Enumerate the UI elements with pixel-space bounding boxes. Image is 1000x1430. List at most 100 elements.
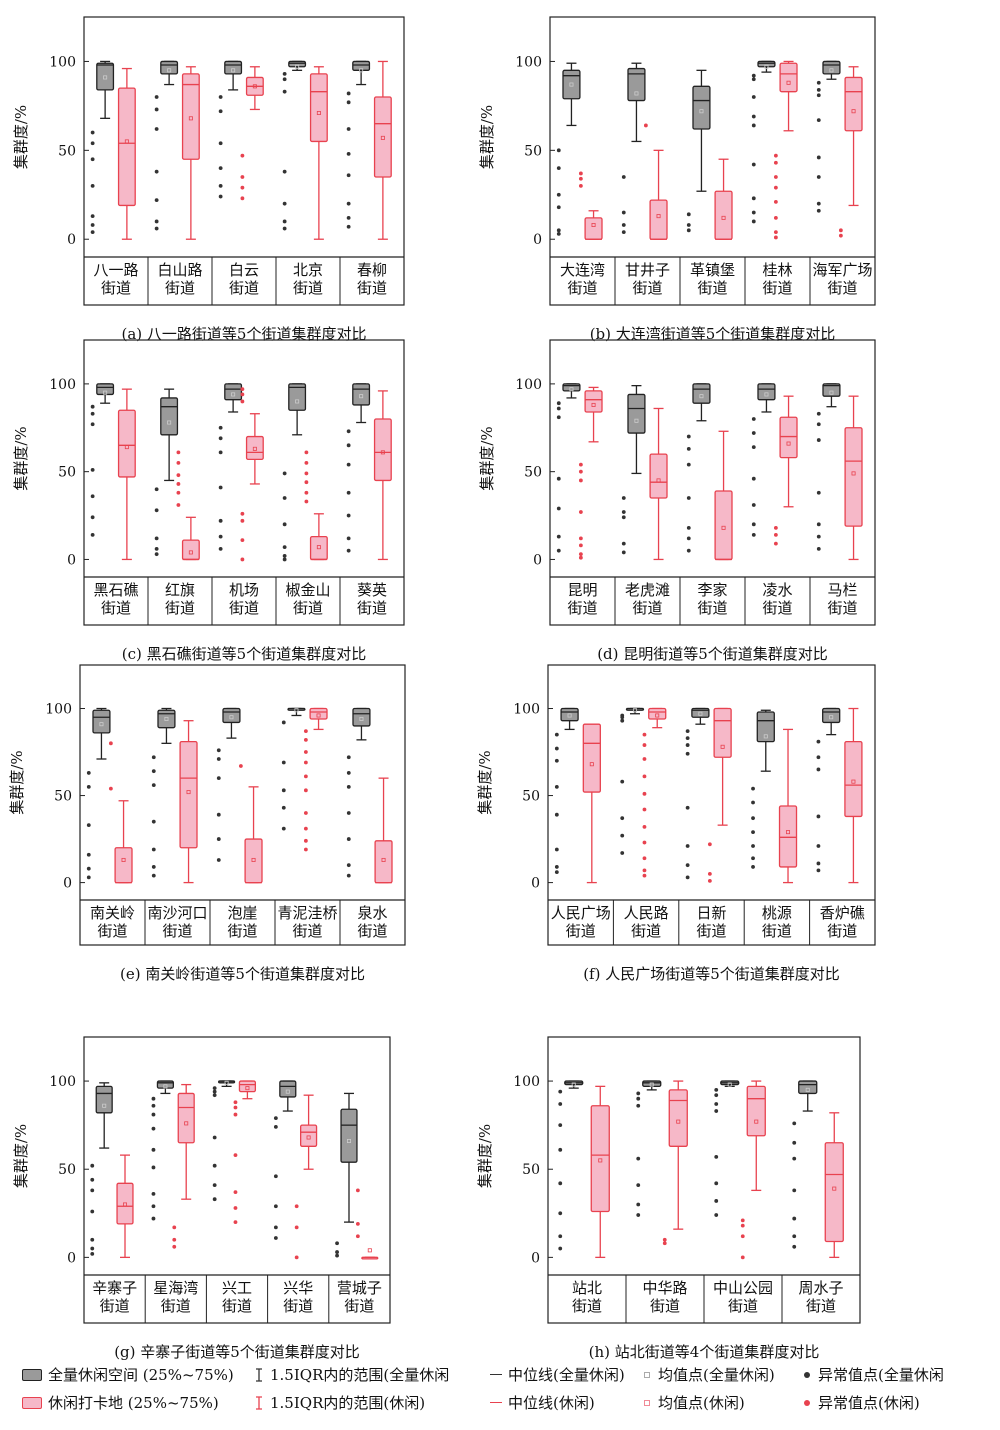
- y-tick-label: 0: [531, 876, 540, 892]
- y-axis-label: 集群度/%: [8, 750, 26, 814]
- category-label: 桃源: [762, 904, 792, 922]
- box-all: [212, 1080, 236, 1202]
- iqr-box: [746, 1085, 766, 1137]
- category-label: 街道: [161, 1297, 191, 1315]
- outlier-point: [233, 1206, 238, 1210]
- outlier-point: [751, 123, 756, 128]
- box-all: [151, 1080, 175, 1221]
- group-0: 南关岭街道: [86, 707, 135, 940]
- category-label: 红旗: [165, 581, 195, 599]
- iqr-box: [756, 711, 775, 743]
- panel-frame: [79, 664, 406, 946]
- legend-all-box: 全量休闲空间 (25%~75%): [22, 1364, 234, 1385]
- outlier-point: [556, 231, 561, 236]
- outlier-point: [154, 198, 159, 203]
- category-label: 日新: [696, 904, 726, 922]
- category-label: 街道: [222, 1297, 252, 1315]
- box-all: [346, 60, 371, 229]
- outlier-point: [273, 1236, 278, 1240]
- outlier-point: [642, 856, 647, 861]
- outlier-point: [773, 230, 778, 235]
- mean-point: [99, 722, 104, 727]
- outlier-point: [556, 548, 561, 553]
- outlier-point: [303, 811, 308, 815]
- outlier-point: [346, 536, 351, 541]
- outlier-point: [620, 816, 625, 821]
- mean-point: [186, 790, 191, 795]
- outlier-point: [240, 387, 245, 392]
- outlier-point: [751, 73, 756, 78]
- outlier-point: [346, 127, 351, 131]
- category-label: 辛寨子: [92, 1279, 137, 1297]
- outlier-point: [816, 522, 821, 527]
- outlier-point: [816, 411, 821, 416]
- category-label: 兴华: [283, 1279, 313, 1297]
- iqr-box: [116, 1182, 134, 1225]
- box-all: [556, 62, 581, 236]
- category-label: 街道: [827, 922, 857, 940]
- box-leisure: [233, 1080, 257, 1225]
- iqr-box: [713, 707, 732, 758]
- outlier-point: [273, 1116, 278, 1120]
- outlier-point: [273, 1125, 278, 1129]
- outlier-point: [151, 1126, 156, 1131]
- category-label: 中华路: [642, 1279, 687, 1297]
- box-leisure: [176, 450, 200, 561]
- category-label: 大连湾: [560, 261, 605, 279]
- y-tick-label: 100: [49, 54, 76, 70]
- outlier-point: [620, 718, 625, 723]
- outlier-point: [151, 819, 156, 824]
- outlier-point: [282, 554, 287, 558]
- category-label: 街道: [357, 279, 387, 297]
- outlier-point: [304, 480, 309, 485]
- mean-point: [829, 68, 834, 73]
- category-label: 街道: [101, 599, 131, 617]
- panel-frame: [83, 1036, 391, 1324]
- iqr-box: [714, 490, 733, 561]
- outlier-point: [751, 445, 756, 449]
- box-leisure: [578, 386, 603, 560]
- outlier-point: [751, 476, 756, 481]
- category-label: 街道: [100, 1297, 130, 1315]
- legend-leisure-outlier-label: 异常值点(休闲): [818, 1394, 920, 1412]
- iqr-box: [117, 87, 136, 207]
- outlier-point: [212, 1163, 217, 1168]
- outlier-point: [216, 748, 221, 753]
- mean-point: [721, 525, 726, 530]
- box-leisure: [844, 395, 863, 561]
- mean-point: [698, 711, 703, 716]
- outlier-point: [816, 118, 821, 123]
- outlier-point: [335, 1241, 339, 1246]
- category-label: 街道: [697, 599, 727, 617]
- outlier-point: [554, 784, 559, 789]
- category-label: 街道: [566, 922, 596, 940]
- iqr-box: [844, 76, 863, 132]
- iqr-box: [309, 73, 328, 143]
- box-all: [346, 383, 371, 553]
- mean-point: [359, 68, 364, 73]
- outlier-point: [304, 450, 309, 455]
- iqr-box: [649, 453, 668, 499]
- category-label: 昆明: [567, 581, 597, 599]
- mean-point: [591, 402, 596, 407]
- box-leisure: [662, 1080, 688, 1246]
- outlier-point: [335, 1250, 339, 1254]
- outlier-point: [282, 71, 287, 76]
- category-label: 南关岭: [90, 904, 135, 922]
- category-label: 兴工: [222, 1279, 252, 1297]
- box-all: [686, 69, 711, 233]
- outlier-point: [554, 847, 559, 852]
- outlier-point: [90, 214, 95, 219]
- category-label: 街道: [165, 279, 195, 297]
- outlier-point: [240, 511, 245, 516]
- outlier-point: [642, 791, 647, 796]
- outlier-point: [751, 95, 756, 99]
- outlier-point: [636, 1091, 641, 1096]
